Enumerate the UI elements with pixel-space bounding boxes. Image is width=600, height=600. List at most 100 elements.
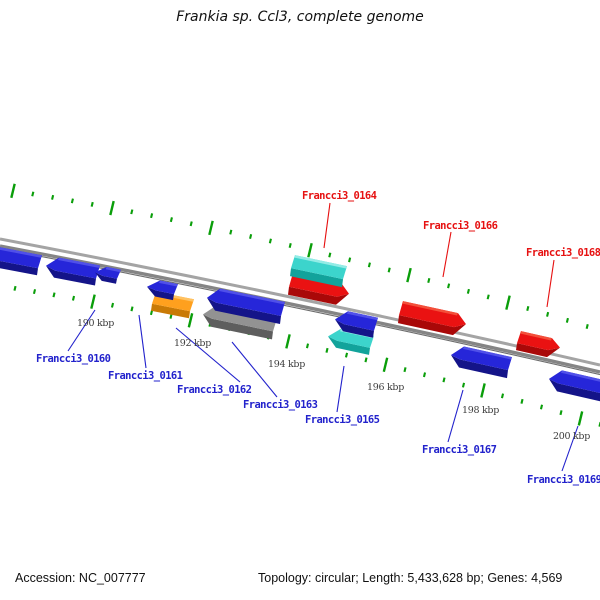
gene-arrow-francci3_0161[interactable]: [147, 286, 174, 301]
scale-tick-minor: [403, 367, 407, 373]
scale-tick-minor: [367, 262, 371, 268]
scale-tick-major: [406, 267, 412, 283]
scale-tick-minor: [268, 238, 272, 244]
scale-tick-minor: [387, 267, 391, 273]
gene-arrow-francci3_0164[interactable]: [290, 268, 343, 288]
scale-tick-major: [382, 357, 389, 373]
gene-leader-line: [442, 231, 452, 278]
gene-leader-line: [231, 341, 278, 398]
gene-arrow[interactable]: [0, 258, 38, 276]
gene-arrow-francci3_0161: [159, 280, 178, 287]
gene-label[interactable]: Francci3_0163: [243, 399, 318, 411]
scale-tick-minor: [526, 305, 530, 311]
scale-tick-minor: [110, 302, 115, 308]
scale-tick-minor: [539, 404, 544, 410]
gene-label[interactable]: Francci3_0169: [527, 474, 600, 486]
scale-tick-minor: [461, 382, 466, 388]
gene-arrow-francci3_0167[interactable]: [451, 355, 508, 379]
gene-label[interactable]: Francci3_0161: [108, 370, 183, 382]
gene-arrow[interactable]: [207, 297, 281, 324]
scale-tick-minor: [229, 229, 233, 235]
scale-tick-minor: [31, 191, 35, 197]
gene-arrow-francci3_0166[interactable]: [399, 301, 466, 328]
gene-arrow[interactable]: [335, 319, 374, 338]
genome-axis: [0, 237, 600, 367]
gene-label[interactable]: Francci3_0162: [177, 384, 252, 396]
scale-tick-minor: [71, 295, 76, 301]
gene-arrow-francci3_0168: [520, 331, 552, 341]
scale-label: 192 kbp: [174, 338, 211, 349]
scale-tick-major: [109, 200, 115, 216]
gene-leader-line: [175, 327, 241, 383]
gene-label[interactable]: Francci3_0160: [36, 353, 111, 365]
gene-label[interactable]: Francci3_0168: [526, 247, 600, 259]
scale-tick-major: [285, 334, 291, 349]
scale-tick-minor: [486, 294, 490, 300]
gene-leader-line: [546, 259, 555, 308]
scale-label: 194 kbp: [268, 359, 305, 370]
gene-arrow-francci3_0169[interactable]: [549, 370, 600, 396]
gene-arrow-francci3_0160[interactable]: [46, 257, 100, 279]
scale-tick-major: [480, 383, 486, 398]
gene-arrow-francci3_0168[interactable]: [516, 343, 560, 358]
gene-leader-line: [323, 202, 331, 249]
gene-arrow-francci3_0169: [561, 370, 600, 382]
scale-tick-minor: [422, 372, 427, 378]
scale-tick-minor: [348, 257, 352, 263]
scale-tick-minor: [328, 252, 332, 258]
gene-arrow-francci3_0165[interactable]: [328, 336, 370, 355]
gene-arrow[interactable]: [95, 272, 117, 284]
gene-label[interactable]: Francci3_0167: [422, 444, 497, 456]
gene-leader-line: [67, 309, 96, 352]
gene-leader-line: [561, 425, 579, 472]
scale-tick-minor: [149, 310, 154, 316]
genome-stats-text: Topology: circular; Length: 5,433,628 bp…: [258, 571, 563, 585]
gene-arrow-francci3_0168[interactable]: [517, 331, 560, 351]
scale-label: 200 kbp: [553, 431, 590, 442]
scale-tick-major: [187, 313, 194, 328]
gene-arrow-francci3_0166: [402, 301, 458, 316]
gene-arrow-francci3_0167[interactable]: [451, 346, 512, 371]
page-title: Frankia sp. Ccl3, complete genome: [176, 9, 424, 25]
scale-tick-minor: [51, 194, 55, 200]
gene-arrow-francci3_0160: [58, 257, 100, 268]
gene-label[interactable]: Francci3_0166: [423, 220, 498, 232]
gene-arrow-francci3_0163[interactable]: [203, 314, 273, 340]
scale-tick-minor: [150, 213, 154, 219]
genome-axis: [0, 244, 600, 374]
scale-tick-minor: [427, 277, 431, 283]
gene-arrow-francci3_0164: [294, 255, 347, 269]
accession-text: Accession: NC_007777: [15, 571, 146, 585]
scale-tick-minor: [130, 209, 134, 215]
gene-arrow[interactable]: [288, 286, 349, 305]
gene-arrow-francci3_0163[interactable]: [203, 305, 277, 332]
scale-tick-minor: [466, 288, 470, 294]
gene-arrow: [219, 288, 285, 305]
gene-label[interactable]: Francci3_0165: [305, 414, 380, 426]
scale-tick-major: [90, 294, 96, 309]
gene-arrow-francci3_0169[interactable]: [549, 378, 600, 404]
scale-tick-minor: [70, 198, 74, 204]
gene-arrow[interactable]: [0, 245, 42, 269]
gene-leader-line: [138, 314, 147, 369]
gene-arrow-francci3_0162[interactable]: [151, 303, 190, 319]
gene-arrow[interactable]: [207, 288, 285, 316]
gene-arrow-francci3_0164[interactable]: [291, 255, 347, 280]
gene-label[interactable]: Francci3_0164: [302, 190, 377, 202]
scale-tick-minor: [32, 289, 37, 295]
gene-arrow: [347, 311, 378, 321]
scale-tick-minor: [249, 234, 253, 239]
gene-arrow-francci3_0160[interactable]: [46, 265, 96, 286]
scale-tick-major: [208, 220, 214, 236]
scale-tick-minor: [344, 352, 349, 358]
gene-leader-line: [447, 389, 464, 443]
scale-tick-minor: [325, 347, 329, 353]
gene-arrow-francci3_0166[interactable]: [398, 315, 466, 336]
scale-tick-minor: [364, 357, 368, 363]
scale-tick-minor: [447, 283, 451, 289]
scale-tick-minor: [442, 377, 446, 383]
scale-tick-major: [307, 242, 313, 258]
scale-label: 198 kbp: [462, 405, 499, 416]
